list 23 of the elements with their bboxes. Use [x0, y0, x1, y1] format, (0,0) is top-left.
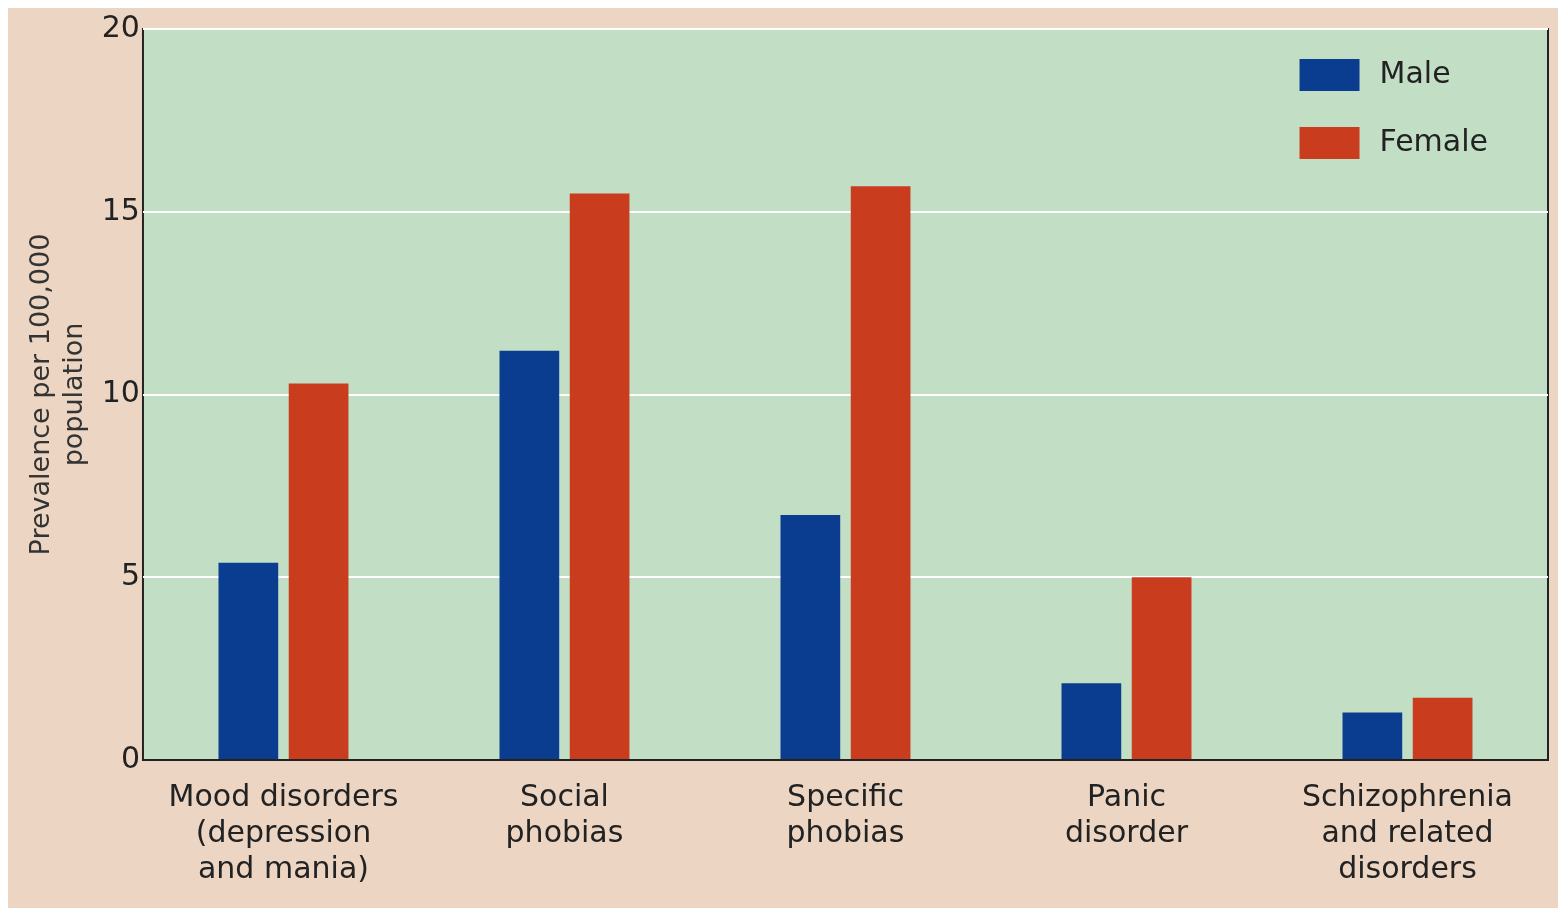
bar	[1412, 697, 1473, 759]
legend-label: Male	[1379, 54, 1451, 90]
y-tick-label: 5	[120, 557, 140, 593]
y-axis-title: Prevalence per 100,000 population	[24, 233, 88, 556]
bar	[499, 350, 560, 759]
bar	[1131, 577, 1192, 759]
x-tick-label: Social phobias	[505, 777, 624, 849]
y-tick-label: 20	[101, 8, 140, 44]
bar	[1342, 712, 1403, 759]
legend-label: Female	[1379, 122, 1489, 158]
bar	[569, 193, 630, 759]
x-tick-label: Panic disorder	[1064, 777, 1189, 849]
y-tick-label: 15	[101, 191, 140, 227]
bar	[850, 186, 911, 759]
x-tick-label: Schizophrenia and related disorders	[1302, 777, 1513, 885]
y-tick-label: 10	[101, 374, 140, 410]
bar	[218, 562, 279, 759]
x-tick-label: Specific phobias	[786, 777, 905, 849]
x-tick-label: Mood disorders (depression and mania)	[168, 777, 399, 885]
bar	[1061, 683, 1122, 759]
bar	[780, 515, 841, 759]
bar	[288, 383, 349, 759]
y-tick-label: 0	[120, 739, 140, 775]
